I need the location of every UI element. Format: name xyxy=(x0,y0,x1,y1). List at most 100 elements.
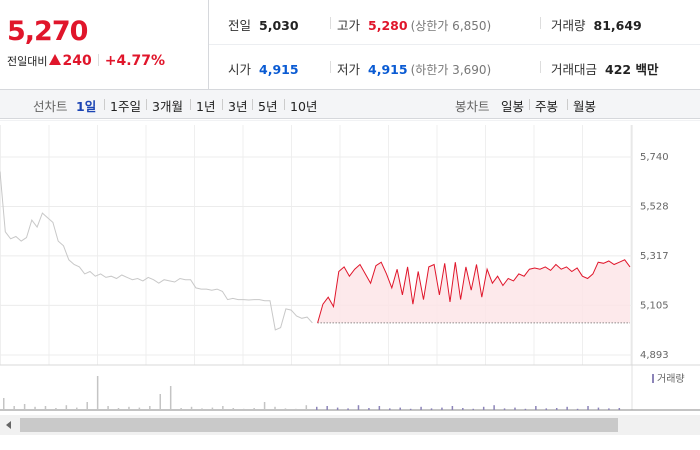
stat: 거래대금 422 백만 xyxy=(551,59,658,78)
tab-divider xyxy=(567,99,568,110)
volume-bar xyxy=(503,408,506,410)
change-value: 240 xyxy=(62,53,92,69)
separator xyxy=(540,17,541,29)
volume-bar xyxy=(96,376,99,410)
up-icon xyxy=(49,54,62,65)
y-tick-label: 4,893 xyxy=(640,350,669,361)
y-tick-label: 5,317 xyxy=(640,251,669,262)
stat-value: 4,915 xyxy=(259,62,299,77)
stat: 고가 5,280 (상한가 6,850) xyxy=(337,15,491,34)
volume-bar xyxy=(284,408,287,410)
scrollbar[interactable] xyxy=(0,415,700,435)
tab[interactable]: 월봉 xyxy=(573,99,597,114)
price-box: 5,270 전일대비 240 +4.77% xyxy=(0,0,209,89)
volume-bar xyxy=(222,406,224,410)
stat-label: 저가 xyxy=(337,62,361,77)
volume-bar xyxy=(555,408,558,410)
stat: 시가 4,915 xyxy=(228,59,299,78)
volume-bar xyxy=(263,402,266,410)
volume-bar xyxy=(389,408,391,410)
volume-bar xyxy=(493,405,495,410)
volume-bar xyxy=(201,408,203,410)
volume-bar xyxy=(608,408,610,410)
volume-bar xyxy=(368,408,370,410)
volume-bar xyxy=(420,406,422,410)
chart: 5,740 5,528 5,317 5,105 4,893 거래량 xyxy=(0,120,700,411)
volume-bar xyxy=(211,407,214,410)
volume-bar xyxy=(23,404,26,410)
stat: 거래량 81,649 xyxy=(551,15,642,34)
stat-note: (하한가 3,690) xyxy=(410,63,492,77)
volume-bar xyxy=(618,408,621,410)
tab[interactable]: 3개월 xyxy=(152,99,183,114)
volume-bar xyxy=(232,408,235,410)
tab-group-label: 봉차트 xyxy=(455,99,490,114)
volume-bar xyxy=(357,405,360,410)
volume-bar xyxy=(128,406,130,410)
volume-bar xyxy=(180,408,182,410)
tab-bar: 선차트 1일 1주일 3개월 1년 3년 5년 10년 봉차트 일봉 주봉 월봉 xyxy=(0,90,700,119)
volume-bar xyxy=(242,408,245,410)
volume-bar xyxy=(305,405,308,410)
volume-bar xyxy=(55,408,57,410)
stat: 전일 5,030 xyxy=(228,15,299,34)
stat-value: 5,280 xyxy=(368,18,408,33)
volume-bar xyxy=(34,406,36,410)
volume-bar xyxy=(326,406,328,410)
price-line xyxy=(317,259,631,324)
volume-bar xyxy=(190,406,193,410)
tab[interactable]: 3년 xyxy=(228,99,248,114)
scroll-left[interactable] xyxy=(6,421,11,429)
volume-bar xyxy=(149,406,151,410)
tab-divider xyxy=(146,99,147,110)
separator xyxy=(540,61,541,73)
separator xyxy=(97,54,99,66)
volume-bar xyxy=(399,407,401,410)
y-tick-label: 5,528 xyxy=(640,202,669,213)
tab[interactable]: 1주일 xyxy=(110,99,141,114)
stat-value: 81,649 xyxy=(593,18,642,33)
separator xyxy=(330,61,331,73)
volume-bar xyxy=(409,408,412,410)
volume-bar xyxy=(587,406,589,410)
scroll-thumb[interactable] xyxy=(20,418,618,432)
quote-header: 5,270 전일대비 240 +4.77% 전일 5,030 고가 5,280 (상한가 6… xyxy=(0,0,700,90)
y-tick-label: 5,740 xyxy=(640,152,669,163)
row-divider xyxy=(209,44,700,45)
volume-bar xyxy=(336,407,339,410)
volume-bar xyxy=(566,406,568,410)
volume-bar xyxy=(86,402,88,410)
volume-bar xyxy=(117,408,120,410)
tab[interactable]: 10년 xyxy=(290,99,318,114)
tab[interactable]: 주봉 xyxy=(535,99,559,114)
price: 5,270 xyxy=(7,16,88,47)
volume-bar xyxy=(535,406,537,410)
volume-bar xyxy=(316,406,318,410)
tab-group-label: 선차트 xyxy=(33,99,68,114)
tab-divider xyxy=(284,99,285,110)
tab[interactable]: 1일 xyxy=(76,99,97,114)
volume-bar xyxy=(597,407,600,410)
stat-label: 시가 xyxy=(228,62,252,77)
volume-bar xyxy=(253,408,255,410)
volume-bar xyxy=(378,406,381,410)
change-label: 전일대비 xyxy=(7,55,48,68)
volume-bar xyxy=(169,386,172,410)
volume-bar xyxy=(159,394,161,410)
stat-note: (상한가 6,850) xyxy=(410,19,492,33)
tab[interactable]: 일봉 xyxy=(501,99,525,114)
volume-bar xyxy=(576,408,579,410)
tab[interactable]: 1년 xyxy=(196,99,216,114)
tab[interactable]: 5년 xyxy=(258,99,278,114)
tab-divider xyxy=(252,99,253,110)
tab-divider xyxy=(104,99,105,110)
volume-bar xyxy=(44,406,47,410)
change: 전일대비 240 +4.77% xyxy=(7,53,165,69)
stat-label: 고가 xyxy=(337,18,361,33)
stat-label: 거래량 xyxy=(551,18,586,33)
volume-bar xyxy=(441,407,443,410)
volume-bar xyxy=(472,408,474,410)
area-fill xyxy=(317,259,630,323)
volume-bar xyxy=(274,406,276,410)
